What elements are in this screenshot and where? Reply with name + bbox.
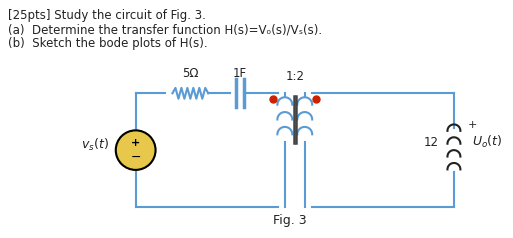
Circle shape [116, 130, 155, 170]
Text: (a)  Determine the transfer function H(s)=Vₒ(s)/Vₛ(s).: (a) Determine the transfer function H(s)… [8, 23, 323, 36]
Text: [25pts] Study the circuit of Fig. 3.: [25pts] Study the circuit of Fig. 3. [8, 9, 206, 22]
Text: +: + [468, 120, 477, 130]
Text: $v_s(t)$: $v_s(t)$ [81, 137, 109, 153]
Text: +: + [131, 138, 140, 148]
Text: 1:2: 1:2 [285, 70, 304, 84]
Text: $U_o(t)$: $U_o(t)$ [472, 134, 503, 150]
Text: 5Ω: 5Ω [182, 67, 199, 80]
Text: Fig. 3: Fig. 3 [273, 214, 307, 227]
Text: 1F: 1F [233, 67, 247, 80]
Text: (b)  Sketch the bode plots of H(s).: (b) Sketch the bode plots of H(s). [8, 37, 208, 50]
Text: −: − [130, 151, 141, 164]
Text: 12: 12 [424, 136, 439, 149]
